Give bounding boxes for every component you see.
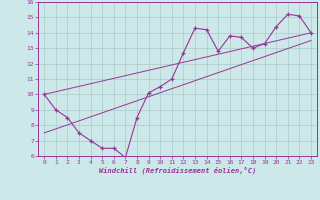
X-axis label: Windchill (Refroidissement éolien,°C): Windchill (Refroidissement éolien,°C)	[99, 167, 256, 174]
